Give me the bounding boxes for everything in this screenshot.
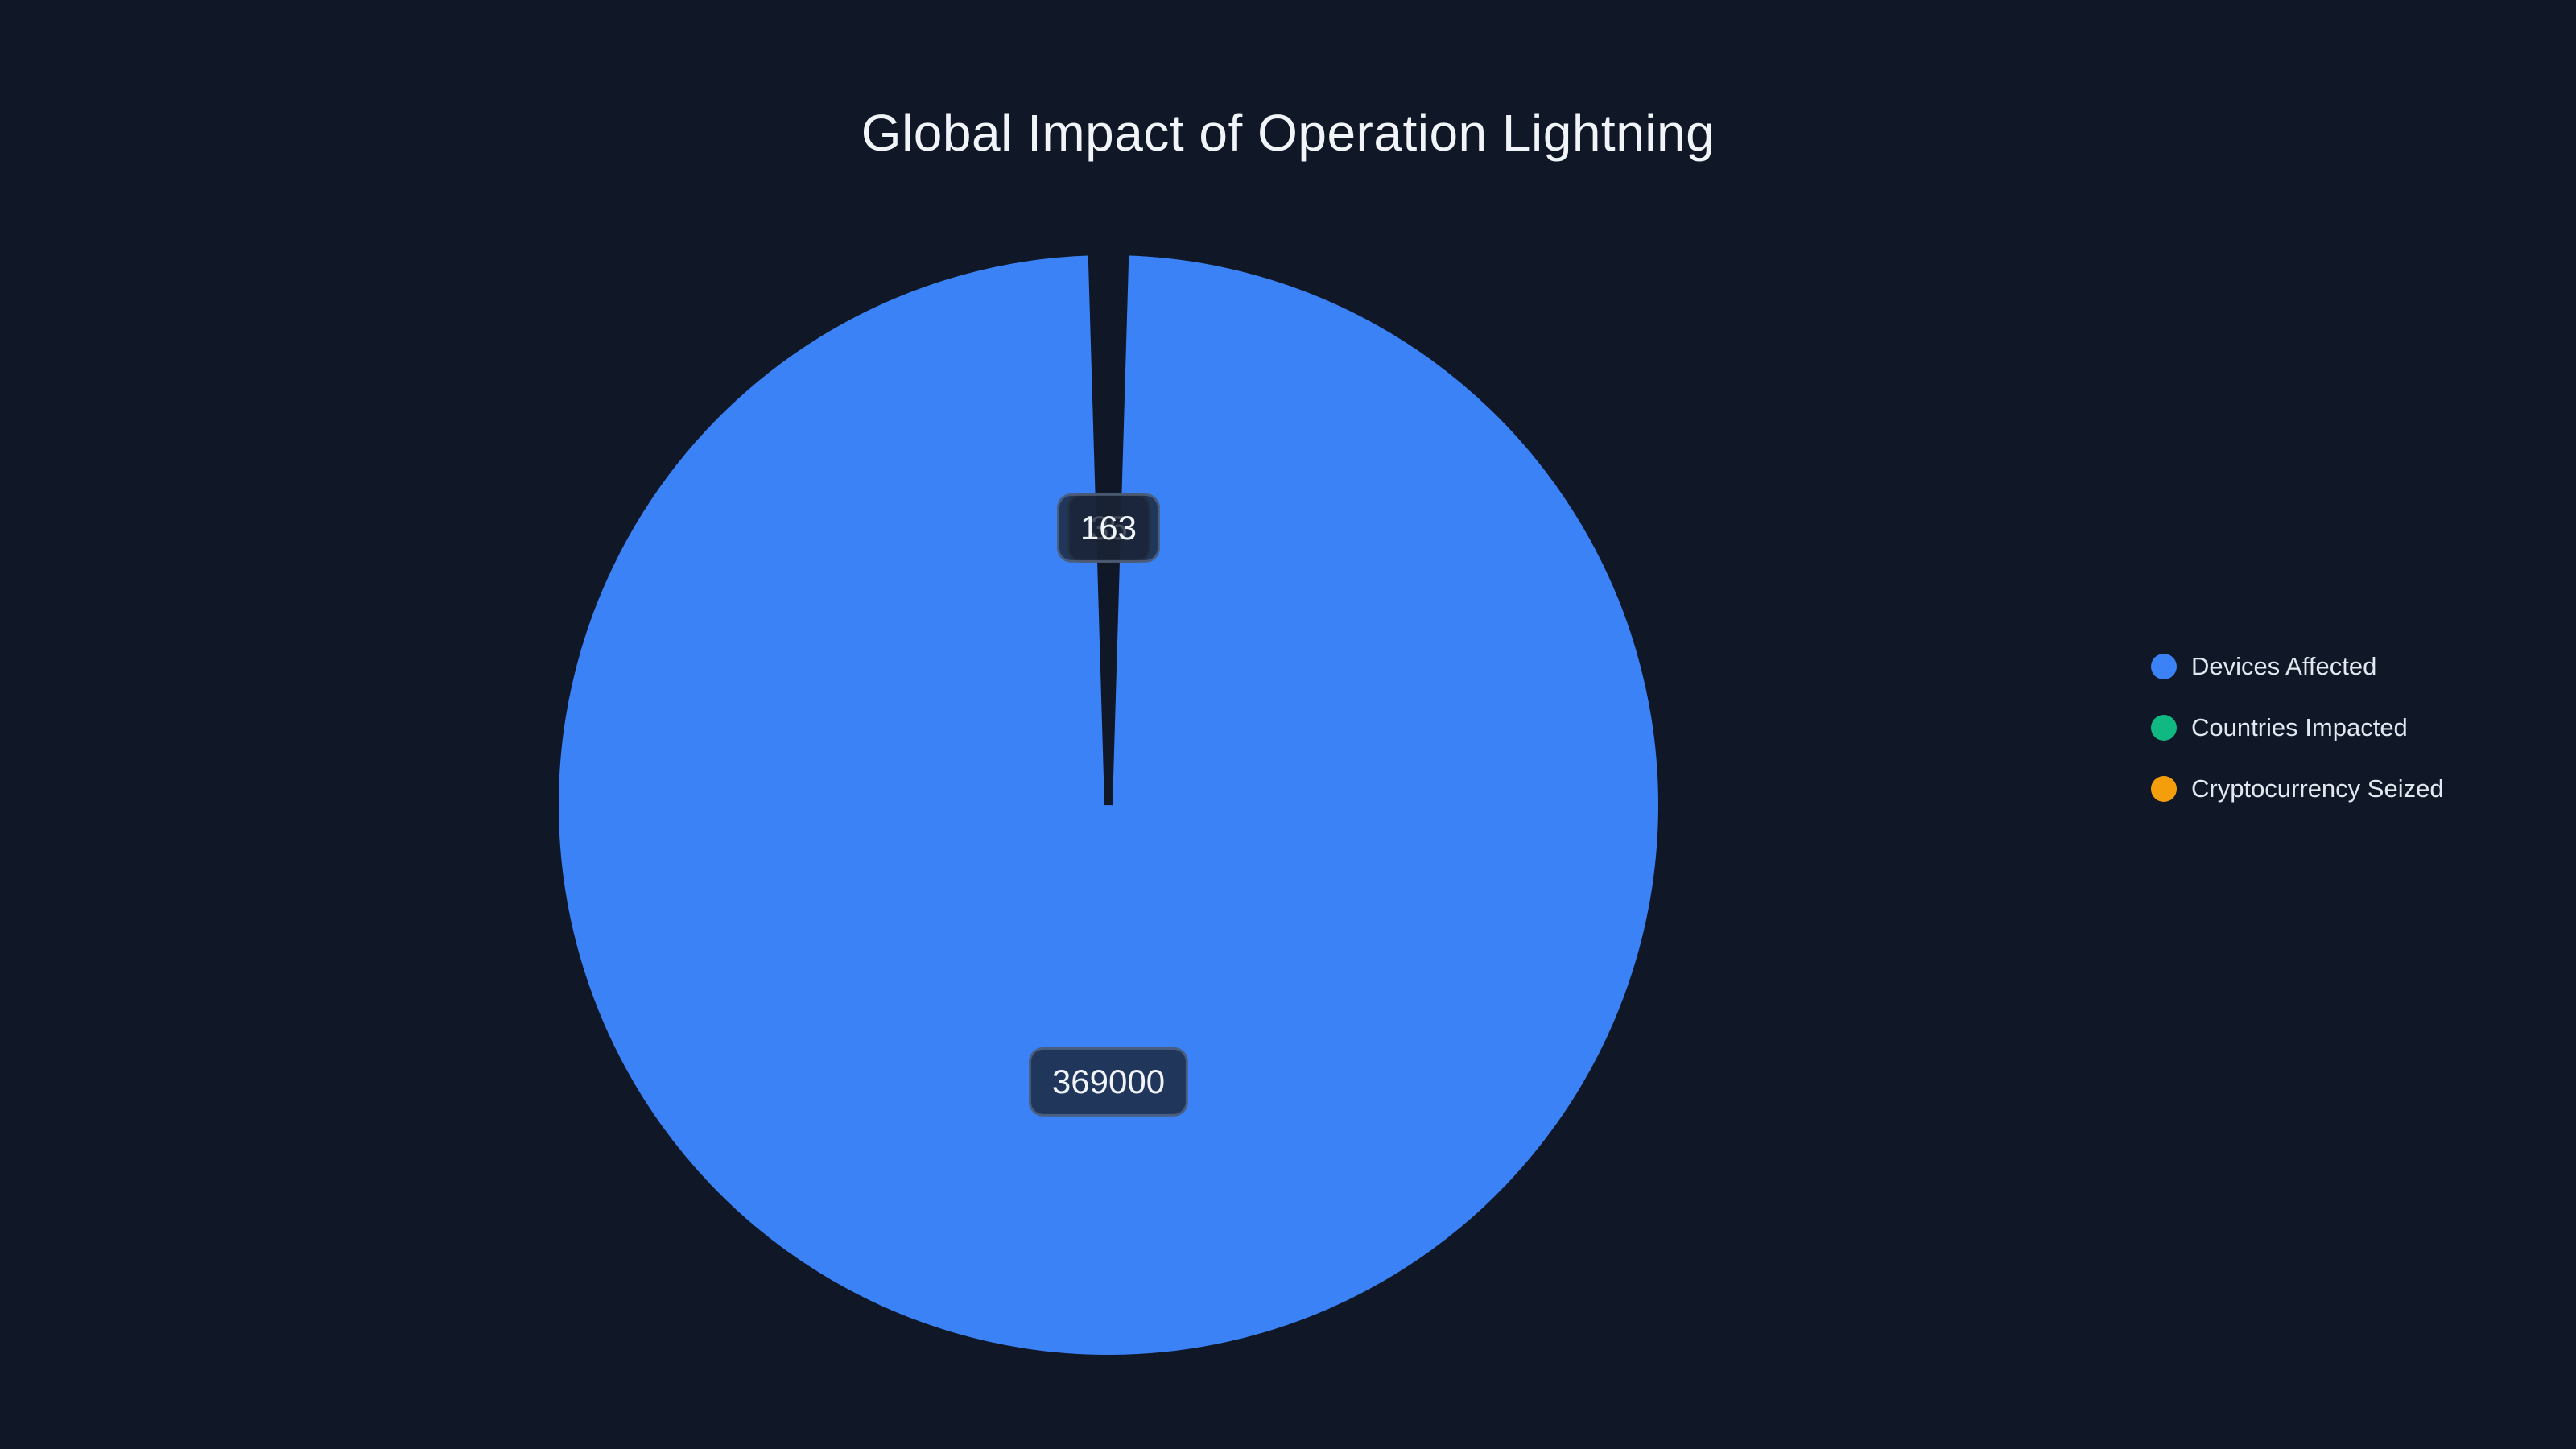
legend-marker-icon	[2151, 776, 2177, 802]
chart-title: Global Impact of Operation Lightning	[861, 104, 1715, 162]
legend-item-devices-affected[interactable]: Devices Affected	[2151, 652, 2444, 681]
legend-item-cryptocurrency-seized[interactable]: Cryptocurrency Seized	[2151, 774, 2444, 803]
legend-marker-icon	[2151, 715, 2177, 741]
legend-label: Cryptocurrency Seized	[2191, 774, 2444, 803]
legend-label: Countries Impacted	[2191, 713, 2408, 741]
chart-legend: Devices Affected Countries Impacted Crypto…	[2151, 652, 2444, 803]
legend-marker-icon	[2151, 654, 2177, 679]
pie-slice-devices-affected[interactable]	[551, 247, 1666, 1363]
pie-slice-cryptocurrency-seized[interactable]	[1104, 246, 1114, 806]
legend-item-countries-impacted[interactable]: Countries Impacted	[2151, 713, 2444, 742]
legend-label: Devices Affected	[2191, 652, 2377, 680]
